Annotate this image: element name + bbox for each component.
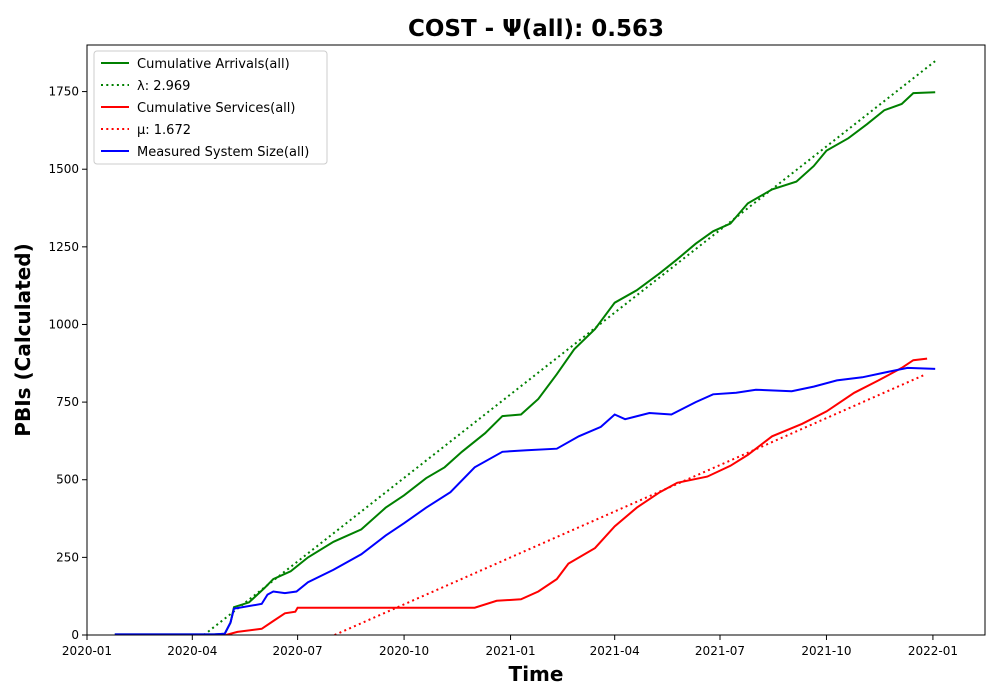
legend-entry: μ: 1.672 <box>137 123 191 138</box>
legend-entry: λ: 2.969 <box>137 79 190 94</box>
y-tick-label: 1000 <box>48 317 79 331</box>
legend-entry: Measured System Size(all) <box>137 145 309 160</box>
y-tick-label: 1250 <box>48 240 79 254</box>
legend-entry: Cumulative Services(all) <box>137 101 295 116</box>
series-line-0 <box>114 91 936 635</box>
x-tick-label: 2020-01 <box>62 644 112 658</box>
legend-box <box>93 50 328 165</box>
chart-title: COST - Ψ(all): 0.563 <box>408 16 664 42</box>
x-tick-label: 2020-04 <box>167 644 217 658</box>
x-tick-label: 2021-01 <box>485 644 535 658</box>
x-tick-label: 2020-10 <box>379 644 429 658</box>
series-line-2 <box>225 357 928 635</box>
y-tick-label: 0 <box>71 628 79 642</box>
plot-area: 2020-01 2020-04 2020-07 2020-10 2021-01 2021-… <box>48 44 986 658</box>
x-tick-label: 2022-01 <box>908 644 958 658</box>
y-axis-title: PBIs (Calculated) <box>11 243 35 436</box>
x-tick-label: 2020-07 <box>273 644 323 658</box>
legend: Cumulative Arrivals(all) λ: 2.969 Cumulati… <box>93 50 328 165</box>
x-tick-label: 2021-07 <box>695 644 745 658</box>
series-line-3 <box>334 373 927 635</box>
series-line-1 <box>203 60 936 635</box>
series-line-4 <box>114 366 936 635</box>
y-tick-label: 500 <box>56 473 79 487</box>
legend-entry: Cumulative Arrivals(all) <box>137 57 290 72</box>
y-tick-label: 750 <box>56 395 79 409</box>
x-axis-title: Time <box>509 662 564 686</box>
y-tick-label: 1750 <box>48 85 79 99</box>
plot-frame <box>86 44 986 636</box>
x-tick-label: 2021-10 <box>801 644 851 658</box>
x-tick-label: 2021-04 <box>590 644 640 658</box>
y-tick-label: 1500 <box>48 162 79 176</box>
y-tick-label: 250 <box>56 550 79 564</box>
